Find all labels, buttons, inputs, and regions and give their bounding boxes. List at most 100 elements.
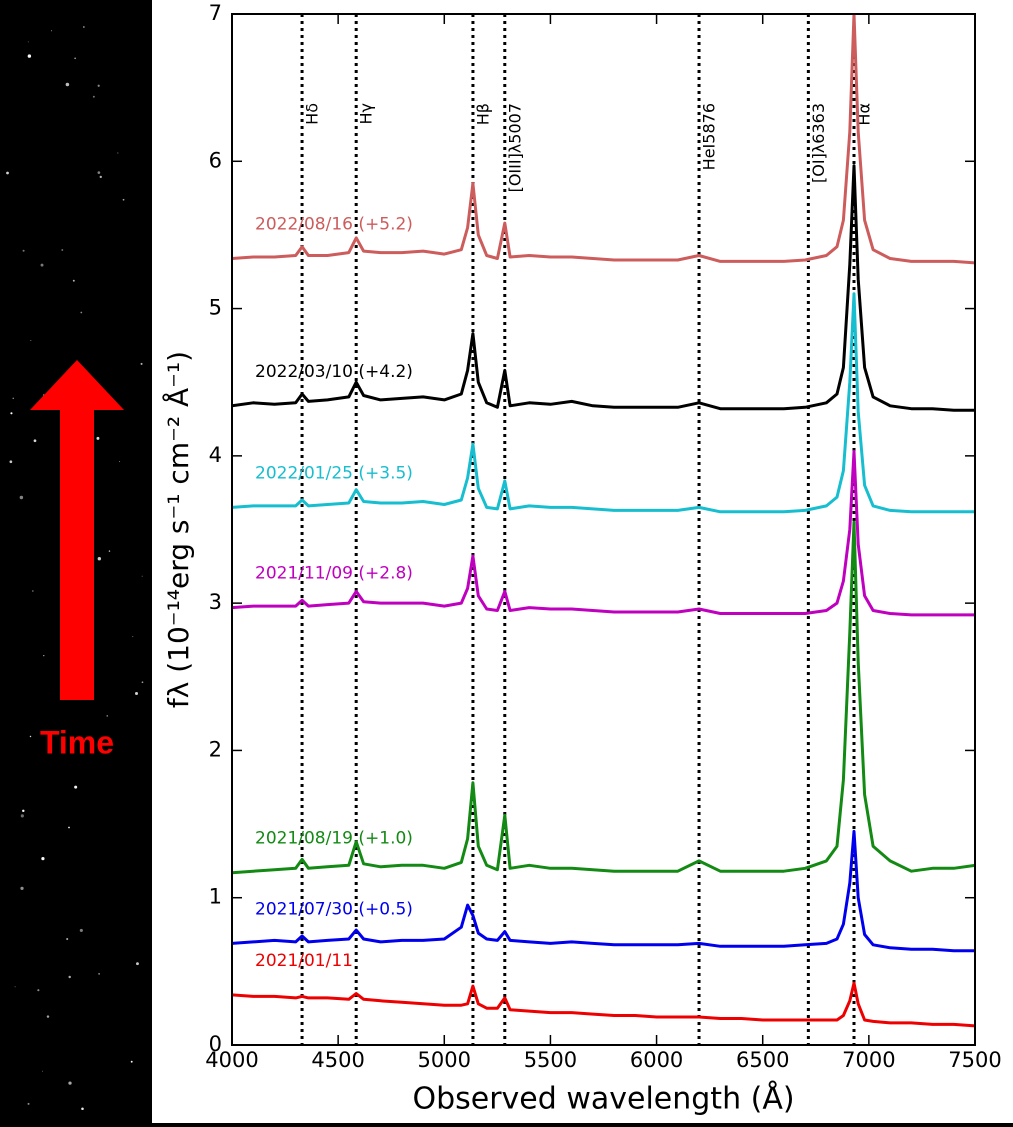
star	[141, 681, 144, 684]
star	[65, 82, 70, 87]
reference-label: Hγ	[357, 103, 376, 125]
star	[132, 636, 134, 638]
plot-background	[152, 0, 1013, 1123]
star	[41, 1070, 43, 1072]
plot-frame	[231, 13, 976, 1046]
star	[141, 575, 143, 577]
star	[51, 30, 53, 32]
spectrum-line	[232, 292, 975, 514]
y-tick-label: 5	[209, 296, 222, 320]
star	[117, 152, 119, 154]
arrow-shaft	[60, 405, 94, 700]
series-label: 2022/03/10 (+4.2)	[255, 362, 413, 382]
x-tick-label: 7000	[842, 1048, 895, 1072]
star	[92, 95, 95, 98]
star	[119, 461, 121, 463]
spectrum-line	[232, 14, 975, 265]
star	[80, 311, 83, 314]
star	[72, 279, 75, 282]
star	[135, 692, 139, 696]
y-tick-label: 0	[209, 1032, 222, 1056]
series-label: 2021/11/09 (+2.8)	[255, 564, 413, 584]
time-label: Time	[40, 724, 114, 760]
star	[22, 809, 25, 813]
star	[106, 715, 109, 717]
x-tick-label: 5000	[418, 1048, 471, 1072]
x-tick-label: 6500	[736, 1048, 789, 1072]
star	[27, 1102, 30, 1105]
y-tick-label: 6	[209, 148, 222, 172]
star	[37, 989, 40, 992]
star	[74, 57, 76, 60]
star	[68, 826, 70, 829]
spectrum-line	[232, 164, 975, 412]
star	[136, 962, 139, 966]
x-tick-label: 6000	[630, 1048, 683, 1072]
star	[33, 439, 37, 443]
star	[81, 1107, 84, 1111]
time-arrow	[30, 360, 124, 700]
y-axis-label: fλ (10⁻¹⁴erg s⁻¹ cm⁻² Å⁻¹)	[161, 351, 195, 708]
series-label: 2021/01/11	[255, 951, 353, 971]
x-tick-label: 4000	[205, 1048, 258, 1072]
star	[41, 857, 45, 861]
star	[46, 1015, 50, 1018]
star	[83, 26, 85, 28]
star	[6, 171, 9, 175]
y-tick-label: 1	[209, 885, 222, 909]
star	[97, 171, 101, 174]
star	[96, 436, 100, 440]
star	[108, 550, 111, 552]
spectrum-line	[232, 981, 975, 1028]
reference-label: Hδ	[303, 103, 322, 125]
arrow-head	[30, 360, 124, 410]
star	[140, 362, 143, 365]
y-tick-label: 2	[209, 737, 222, 761]
y-tick-label: 7	[209, 1, 222, 25]
star	[19, 495, 24, 500]
reference-label: Hβ	[473, 103, 492, 125]
x-tick-label: 4500	[311, 1048, 364, 1072]
star	[12, 397, 14, 400]
series-label: 2021/08/19 (+1.0)	[255, 829, 413, 849]
series-label: 2022/08/16 (+5.2)	[255, 214, 413, 234]
star	[27, 41, 29, 43]
star	[27, 54, 32, 58]
reference-label: [OIII]λ5007	[505, 103, 524, 192]
star	[99, 175, 102, 179]
star	[29, 735, 32, 738]
star	[10, 412, 13, 415]
series-label: 2022/01/25 (+3.5)	[255, 463, 413, 483]
star	[79, 928, 83, 932]
star	[97, 557, 101, 561]
y-tick-label: 4	[209, 443, 222, 467]
star	[98, 973, 100, 975]
reference-label: HeI5876	[700, 103, 719, 170]
star	[30, 340, 32, 341]
star	[97, 84, 100, 87]
star	[22, 249, 25, 252]
star	[20, 886, 24, 891]
x-tick-label: 5500	[524, 1048, 577, 1072]
spectrum-line	[232, 449, 975, 617]
series-label: 2021/07/30 (+0.5)	[255, 899, 413, 919]
star	[31, 590, 34, 592]
spectrum-line	[232, 520, 975, 875]
star	[122, 198, 125, 201]
x-axis-label: Observed wavelength (Å)	[412, 1081, 794, 1117]
star	[130, 1060, 133, 1063]
x-tick-label: 7500	[948, 1048, 1001, 1072]
star	[14, 986, 16, 988]
star	[68, 1081, 72, 1085]
star	[61, 249, 64, 251]
y-tick-label: 3	[209, 590, 222, 614]
star	[66, 938, 69, 941]
star	[20, 814, 24, 818]
star	[9, 460, 13, 464]
stars	[6, 26, 144, 1111]
star	[40, 263, 44, 267]
star	[74, 785, 78, 789]
star	[68, 975, 71, 979]
